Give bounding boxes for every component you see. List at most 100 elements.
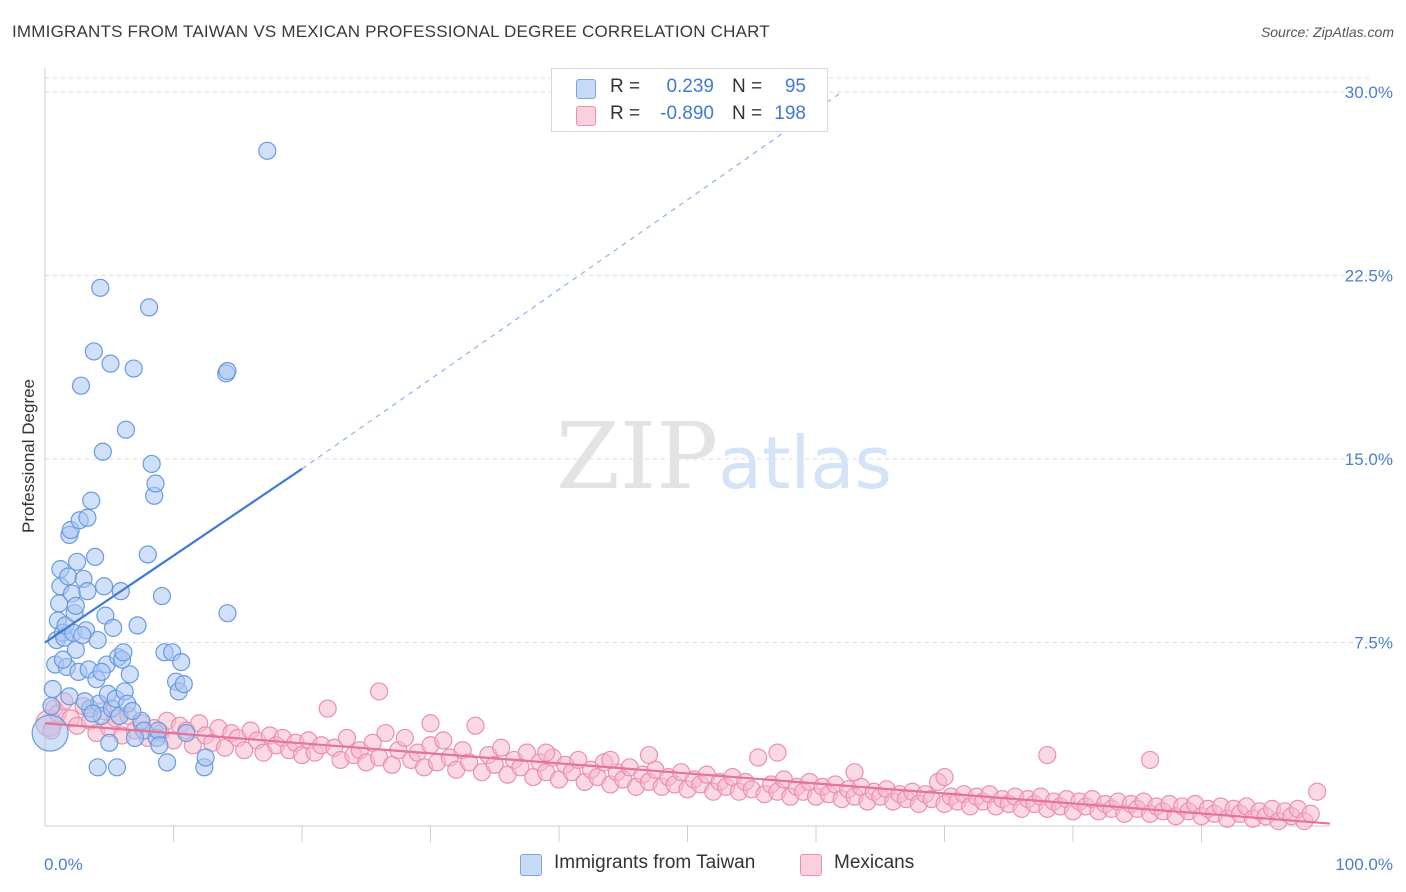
watermark-atlas: atlas [718,421,892,505]
taiwan-point [71,376,91,395]
mexicans-point [337,728,357,748]
legend-n-value: 198 [774,103,806,124]
legend-r-value: 0.239 [666,76,714,97]
bottom-legend-label-taiwan: Immigrants from Taiwan [554,852,756,873]
mexicans-point [459,753,479,772]
mexicans-point [434,731,453,750]
mexicans-point [1301,804,1320,823]
mexicans-point [1308,782,1327,801]
taiwan-point [73,626,92,645]
mexicans-point [749,748,768,767]
taiwan-point [107,758,127,777]
y-tick-labels: 7.5% 15.0% 22.5% 30.0% [1345,83,1393,652]
legend-swatch-taiwan [576,79,596,99]
taiwan-point [92,662,111,681]
taiwan-point [95,577,114,596]
taiwan-point [172,653,191,672]
taiwan-point [78,508,97,527]
taiwan-point [114,643,133,662]
taiwan-point [128,616,147,635]
taiwan-points [31,141,277,777]
taiwan-point [59,567,78,586]
legend-r-value: -0.890 [660,103,714,124]
mexicans-point [395,728,414,748]
legend-n-label: N = [732,103,763,124]
taiwan-point [174,675,193,694]
bottom-legend-swatch-mexicans [800,854,822,876]
taiwan-point [124,359,143,378]
y-tick-label: 30.0% [1345,83,1393,102]
mexicans-point [421,714,440,733]
mexicans-point [768,743,787,762]
taiwan-point [66,596,85,615]
taiwan-point [68,552,87,571]
taiwan-point [101,354,120,373]
legend-row-mexicans: R = -0.890 N = 198 [552,102,827,128]
mexicans-point [845,763,864,782]
trend-lines [44,91,1331,825]
mexicans-point [318,699,337,718]
taiwan-point [93,442,112,461]
legend-swatch-mexicans [576,106,596,126]
taiwan-point [142,454,161,474]
mexicans-point [935,767,954,787]
chart-title: IMMIGRANTS FROM TAIWAN VS MEXICAN PROFES… [12,22,770,41]
watermark-zip: ZIP [556,403,718,510]
taiwan-point [91,278,110,297]
taiwan-point [138,545,157,564]
x-tick-labels: 0.0% 100.0% [44,855,1393,874]
taiwan-point [150,736,169,755]
y-tick-label: 7.5% [1354,634,1393,653]
taiwan-point [84,342,103,361]
taiwan-point [83,704,102,723]
taiwan-point [88,758,107,777]
axes [44,68,1330,842]
taiwan-point [139,298,159,317]
taiwan-point [123,701,142,721]
y-tick-label: 22.5% [1345,267,1393,286]
bottom-legend-swatch-taiwan [520,854,542,876]
taiwan-point [31,714,69,752]
taiwan-point [218,361,237,381]
mexicans-point [235,741,254,760]
y-tick-label: 15.0% [1345,450,1393,469]
mexicans-point [485,755,504,774]
mexicans-point [492,738,511,757]
taiwan-point [100,733,119,752]
mexicans-point [1140,750,1160,770]
taiwan-point [82,491,101,510]
x-tick-label: 100.0% [1335,855,1393,874]
taiwan-point [60,687,79,706]
y-axis-label: Professional Degree [19,379,38,533]
taiwan-point [42,697,61,716]
taiwan-point [86,547,105,567]
legend-n-label: N = [732,76,763,97]
chart-source: Source: ZipAtlas.com [1260,24,1394,40]
taiwan-point [78,582,97,601]
mexicans-point [370,682,389,701]
taiwan-point [218,604,237,623]
taiwan-point [152,586,172,606]
taiwan-point [258,141,277,160]
mexicans-point [1038,745,1057,765]
legend-row-taiwan: R = 0.239 N = 95 [552,75,827,101]
taiwan-point [146,474,165,493]
taiwan-point [104,618,123,637]
taiwan-point [196,748,215,767]
bottom-legend-label-mexicans: Mexicans [834,852,915,873]
x-tick-label: 0.0% [44,855,83,874]
mexicans-point [639,745,659,765]
taiwan-trend-line [44,467,303,644]
legend: R = 0.239 N = 95 R = -0.890 N = 198 [551,68,828,132]
mexicans-point [466,716,485,735]
taiwan-point [125,728,145,748]
legend-n-value: 95 [784,76,806,97]
taiwan-point [157,753,177,772]
mexicans-trend-line [44,722,1331,825]
taiwan-point [88,630,107,650]
taiwan-point [53,650,73,669]
taiwan-point [120,665,139,684]
taiwan-point [43,679,62,699]
grid-lines [45,77,1370,644]
